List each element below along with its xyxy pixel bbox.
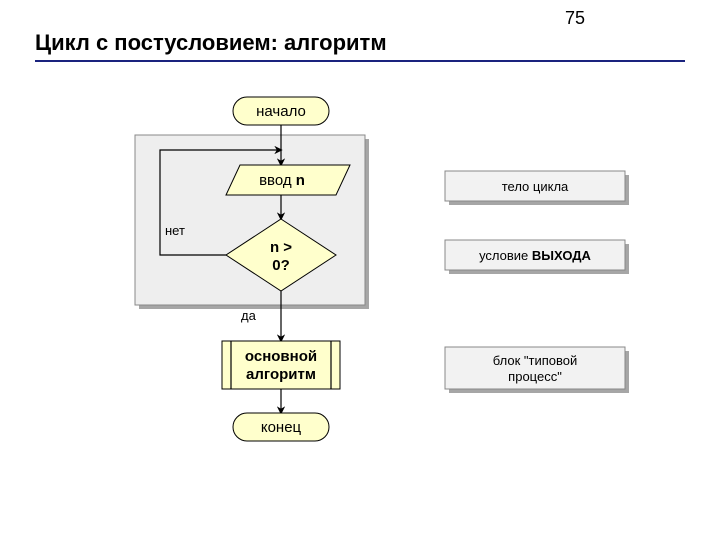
node-decision-line1: n > — [270, 239, 292, 256]
node-input-label: ввод n — [259, 172, 305, 189]
edge-label-no: нет — [165, 223, 185, 238]
legend-item-label-line1: блок "типовой — [493, 353, 577, 368]
edge-label-yes: да — [241, 308, 257, 323]
loop-container — [135, 135, 365, 305]
legend-item-label-line2: процесс" — [508, 369, 562, 384]
node-decision-line2: 0? — [272, 257, 290, 274]
legend-item-label: условие ВЫХОДА — [479, 248, 591, 263]
title-underline — [35, 60, 685, 62]
page-title: Цикл с постусловием: алгоритм — [35, 30, 387, 56]
flowchart: да нет начало ввод n n > 0? основной алг… — [0, 75, 720, 540]
legend-item-label: тело цикла — [502, 179, 569, 194]
node-process-line2: алгоритм — [246, 366, 316, 383]
page-number: 75 — [565, 8, 585, 29]
node-end-label: конец — [261, 419, 302, 436]
node-process-line1: основной — [245, 348, 317, 365]
node-start-label: начало — [256, 103, 306, 120]
